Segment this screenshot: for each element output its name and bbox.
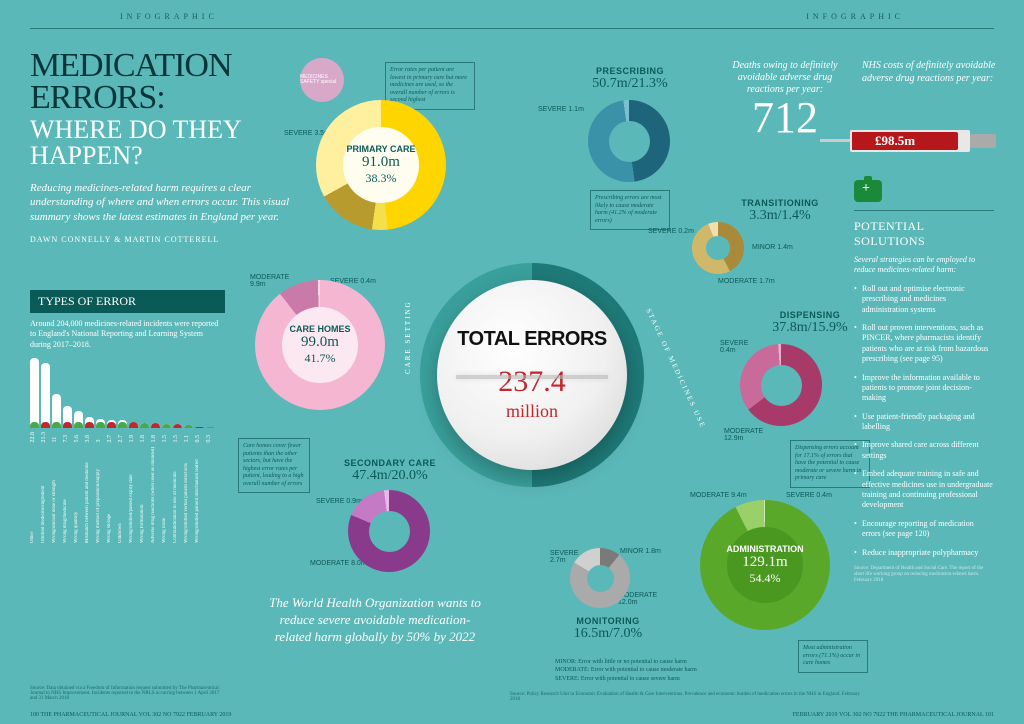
title-main: MEDICATION ERRORS:: [30, 50, 290, 115]
safety-badge: MEDICINES SAFETY special: [300, 58, 344, 102]
first-aid-icon: [854, 180, 882, 202]
footer-right: FEBRUARY 2019 VOL 302 NO 7922 THE PHARMA…: [793, 712, 994, 718]
solutions-panel: POTENTIAL SOLUTIONS Several strategies c…: [854, 180, 994, 584]
donut-primary-care: PRIMARY CARE91.0m38.3%: [316, 100, 446, 230]
pill-value: 237.4million: [498, 369, 566, 420]
page-label-left: INFOGRAPHIC: [120, 12, 218, 21]
pill-title: TOTAL ERRORS: [457, 330, 607, 349]
types-values: 22.821.3117.35.63.832.72.71.91.81.81.51.…: [30, 432, 225, 443]
admin-moderate: MODERATE 9.4m: [690, 492, 747, 499]
page-label-right: INFOGRAPHIC: [806, 12, 904, 21]
header-rule: [30, 28, 994, 29]
monitoring-head: MONITORING 16.5m/7.0%: [548, 616, 668, 642]
types-categories: OtherOmitted medicine/ingredientWrong/un…: [30, 447, 225, 543]
prescribing-severe: SEVERE 1.1m: [538, 106, 584, 113]
secondary-head: SECONDARY CARE 47.4m/20.0%: [320, 458, 460, 484]
donut-dispensing: [740, 344, 822, 426]
arc-right: STAGE OF MEDICINES USE: [644, 307, 707, 430]
authors: DAWN CONNELLY & MARTIN COTTERELL: [30, 235, 290, 244]
bottom-source: Source: Policy Research Unit in Economic…: [510, 692, 870, 702]
donut-care-homes: CARE HOMES99.0m41.7%: [255, 280, 385, 410]
types-of-error: TYPES OF ERROR Around 204,000 medicines-…: [30, 290, 225, 543]
callout-prescribing: Prescribing errors are most likely to ca…: [590, 190, 670, 230]
arc-left: CARE SETTING: [404, 300, 412, 374]
solutions-header: POTENTIAL SOLUTIONS: [854, 210, 994, 249]
donut-prescribing: [588, 100, 670, 182]
donut-administration: ADMINISTRATION129.1m54.4%: [700, 500, 830, 630]
title-sub: WHERE DO THEY HAPPEN?: [30, 117, 290, 169]
callout-admin: Most administration errors (71.1%) occur…: [798, 640, 868, 673]
disp-moderate: MODERATE12.9m: [724, 428, 763, 442]
center-pill: TOTAL ERRORS 237.4million: [437, 280, 627, 470]
donut-transitioning: [692, 222, 744, 274]
transitioning-head: TRANSITIONING 3.3m/1.4%: [720, 198, 840, 224]
trans-minor: MINOR 1.4m: [752, 244, 793, 251]
trans-severe: SEVERE 0.2m: [648, 228, 694, 235]
syringe-icon: £98.5m: [820, 122, 1000, 162]
solutions-list: Roll out and optimise electronic prescri…: [854, 284, 994, 558]
footer-left: 100 THE PHARMACEUTICAL JOURNAL VOL 302 N…: [30, 712, 231, 718]
donut-monitoring: [570, 548, 630, 608]
types-source: Source: Data obtained via a Freedom of I…: [30, 686, 220, 701]
title-block: MEDICATION ERRORS: WHERE DO THEY HAPPEN?…: [30, 50, 290, 244]
admin-severe: SEVERE 0.4m: [786, 492, 832, 499]
subtitle: Reducing medicines-related harm requires…: [30, 181, 290, 226]
prescribing-head: PRESCRIBING 50.7m/21.3%: [560, 66, 700, 92]
types-header: TYPES OF ERROR: [30, 290, 225, 313]
types-bar-chart: [30, 358, 225, 428]
severity-legend: MINOR: Error with little or no potential…: [555, 658, 697, 683]
who-statement: The World Health Organization wants to r…: [265, 595, 485, 646]
trans-moderate: MODERATE 1.7m: [718, 278, 775, 285]
types-text: Around 204,000 medicines-related inciden…: [30, 319, 225, 350]
nhs-cost: NHS costs of definitely avoidable advers…: [862, 60, 1002, 85]
donut-secondary-care: [348, 490, 430, 572]
callout-carehomes: Care homes cover fewer patients than the…: [238, 438, 310, 493]
